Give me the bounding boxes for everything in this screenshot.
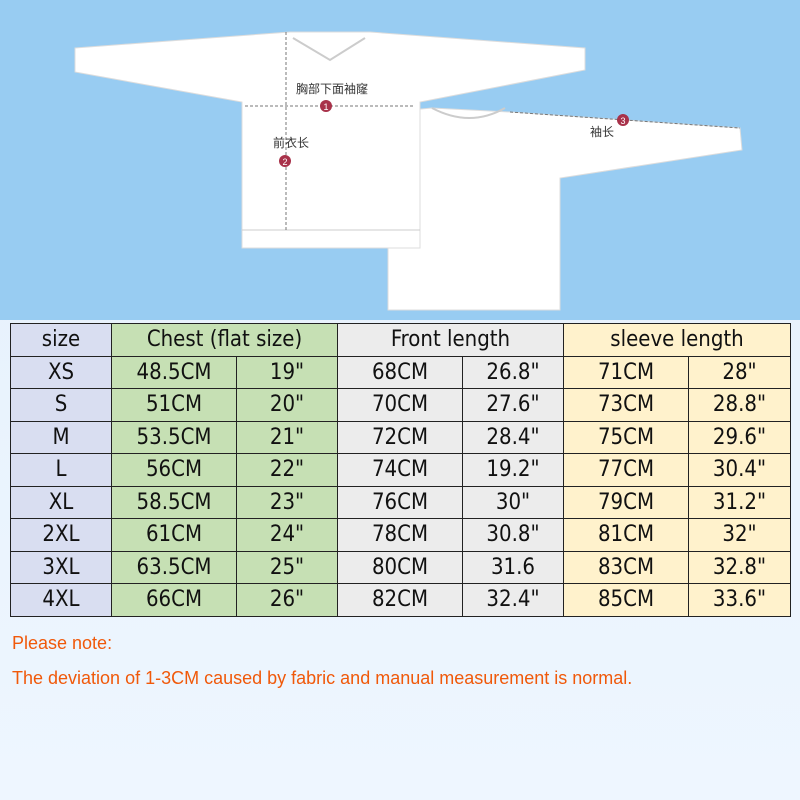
cell-sleeve-in: 30.4" [688,453,791,487]
cell-front-cm: 74CM [337,453,463,487]
svg-text:3: 3 [620,116,625,126]
cell-size: 4XL [10,583,112,617]
cell-chest-in: 21" [236,420,338,454]
header-front-length: Front length [337,323,564,357]
cell-size: 2XL [10,518,112,552]
cell-front-in: 28.4" [462,420,564,454]
cell-chest-cm: 56CM [111,453,237,487]
cell-size: XL [10,485,112,519]
front-length-label: 前衣长 [273,136,310,150]
note-text: The deviation of 1-3CM caused by fabric … [12,668,633,688]
header-size: size [10,323,112,357]
cell-chest-in: 19" [236,355,338,389]
cell-chest-cm: 61CM [111,518,237,552]
marker-1: 1 [320,100,332,112]
note-title: Please note: [12,633,113,653]
table-row: L 56CM 22" 74CM 19.2" 77CM 30.4" [10,453,791,487]
cell-sleeve-cm: 85CM [563,583,689,617]
header-chest: Chest (flat size) [111,323,338,357]
cell-chest-cm: 66CM [111,583,237,617]
cell-sleeve-in: 32.8" [688,550,791,584]
cell-sleeve-cm: 73CM [563,388,689,422]
cell-chest-cm: 63.5CM [111,550,237,584]
sleeve-length-label: 袖长 [590,125,615,139]
cell-chest-in: 26" [236,583,338,617]
cell-sleeve-cm: 77CM [563,453,689,487]
cell-chest-in: 25" [236,550,338,584]
table-row: 3XL 63.5CM 25" 80CM 31.6 83CM 32.8" [10,550,791,584]
cell-size: 3XL [10,550,112,584]
table-row: M 53.5CM 21" 72CM 28.4" 75CM 29.6" [10,420,791,454]
cell-sleeve-cm: 81CM [563,518,689,552]
cell-front-in: 27.6" [462,388,564,422]
shirt-measurement-diagram: 1 2 3 胸部下面袖窿 前衣长 袖长 [0,0,800,320]
cell-sleeve-cm: 75CM [563,420,689,454]
cell-front-cm: 82CM [337,583,463,617]
chest-label: 胸部下面袖窿 [296,82,369,96]
cell-sleeve-cm: 71CM [563,355,689,389]
cell-front-cm: 72CM [337,420,463,454]
cell-sleeve-in: 28.8" [688,388,791,422]
svg-text:2: 2 [282,157,287,167]
cell-front-cm: 78CM [337,518,463,552]
svg-text:1: 1 [323,102,328,112]
cell-front-cm: 70CM [337,388,463,422]
table-row: XS 48.5CM 19" 68CM 26.8" 71CM 28" [10,355,791,389]
cell-chest-cm: 53.5CM [111,420,237,454]
back-view-shirt [387,107,743,311]
table-row: 2XL 61CM 24" 78CM 30.8" 81CM 32" [10,518,791,552]
cell-size: S [10,388,112,422]
table-header-row: size Chest (flat size) Front length slee… [10,323,791,357]
cell-front-cm: 68CM [337,355,463,389]
cell-chest-in: 20" [236,388,338,422]
cell-chest-cm: 51CM [111,388,237,422]
cell-chest-in: 24" [236,518,338,552]
cell-chest-in: 23" [236,485,338,519]
cell-front-in: 30" [462,485,564,519]
cell-chest-cm: 58.5CM [111,485,237,519]
table-row: S 51CM 20" 70CM 27.6" 73CM 28.8" [10,388,791,422]
marker-2: 2 [279,155,291,167]
cell-front-in: 31.6 [462,550,564,584]
table-row: 4XL 66CM 26" 82CM 32.4" 85CM 33.6" [10,583,791,617]
cell-size: M [10,420,112,454]
shirt-illustration: 1 2 3 [74,31,743,311]
cell-sleeve-in: 28" [688,355,791,389]
cell-chest-cm: 48.5CM [111,355,237,389]
cell-size: XS [10,355,112,389]
cell-front-in: 32.4" [462,583,564,617]
marker-3: 3 [617,114,629,126]
header-sleeve-length: sleeve length [563,323,791,357]
cell-sleeve-cm: 79CM [563,485,689,519]
cell-front-cm: 80CM [337,550,463,584]
cell-size: L [10,453,112,487]
cell-chest-in: 22" [236,453,338,487]
cell-front-in: 30.8" [462,518,564,552]
cell-sleeve-in: 31.2" [688,485,791,519]
size-chart-table: size Chest (flat size) Front length slee… [10,323,791,617]
cell-sleeve-in: 33.6" [688,583,791,617]
cell-front-cm: 76CM [337,485,463,519]
cell-sleeve-in: 29.6" [688,420,791,454]
table-row: XL 58.5CM 23" 76CM 30" 79CM 31.2" [10,485,791,519]
cell-front-in: 26.8" [462,355,564,389]
cell-sleeve-cm: 83CM [563,550,689,584]
cell-sleeve-in: 32" [688,518,791,552]
cell-front-in: 19.2" [462,453,564,487]
